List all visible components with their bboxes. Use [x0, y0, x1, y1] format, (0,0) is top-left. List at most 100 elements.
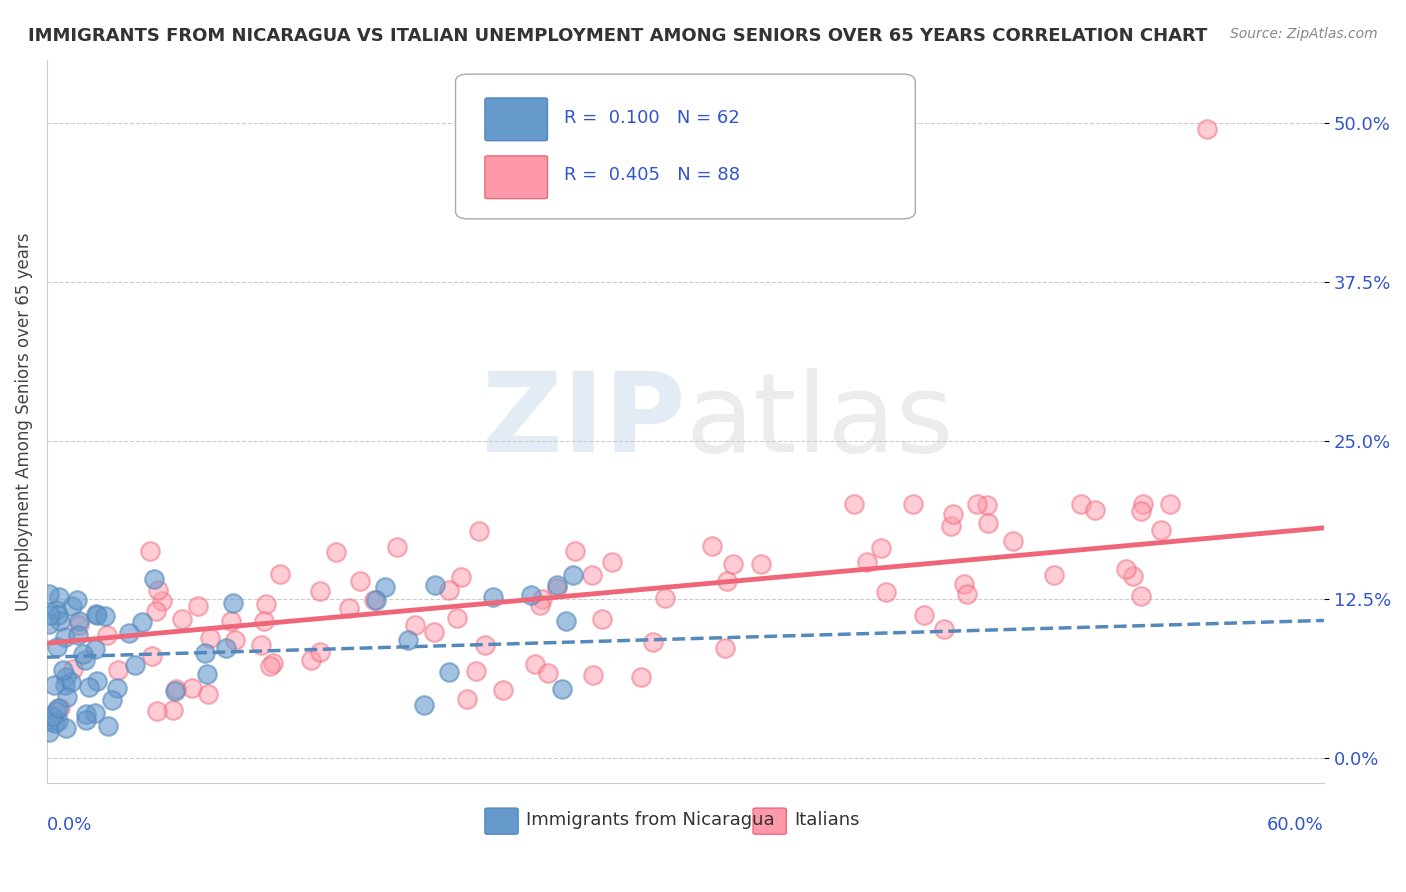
Italians — [309, 644, 332, 658]
Italians — [1150, 523, 1173, 537]
Immigrants from Nicaragua — [482, 590, 505, 604]
Immigrants from Nicaragua — [93, 608, 115, 623]
Italians — [749, 557, 772, 571]
Text: Immigrants from Nicaragua: Immigrants from Nicaragua — [526, 811, 775, 829]
Immigrants from Nicaragua — [194, 646, 217, 660]
Italians — [162, 702, 184, 716]
Italians — [492, 682, 515, 697]
Immigrants from Nicaragua — [86, 673, 108, 688]
Text: atlas: atlas — [685, 368, 953, 475]
Immigrants from Nicaragua — [52, 663, 75, 677]
FancyBboxPatch shape — [485, 156, 547, 199]
Italians — [423, 624, 446, 639]
Text: 60.0%: 60.0% — [1267, 816, 1324, 834]
Immigrants from Nicaragua — [555, 614, 578, 628]
Immigrants from Nicaragua — [374, 580, 396, 594]
Immigrants from Nicaragua — [163, 684, 186, 698]
Italians — [299, 652, 322, 666]
Immigrants from Nicaragua — [412, 698, 434, 712]
Immigrants from Nicaragua — [60, 675, 83, 690]
Italians — [309, 583, 332, 598]
Y-axis label: Unemployment Among Seniors over 65 years: Unemployment Among Seniors over 65 years — [15, 232, 32, 611]
Immigrants from Nicaragua — [44, 715, 66, 730]
Italians — [630, 670, 652, 684]
Italians — [582, 668, 605, 682]
Italians — [219, 614, 242, 628]
Italians — [1042, 568, 1064, 582]
Italians — [870, 541, 893, 556]
Immigrants from Nicaragua — [364, 592, 387, 607]
Italians — [385, 540, 408, 554]
Italians — [1132, 497, 1154, 511]
Italians — [564, 544, 586, 558]
Immigrants from Nicaragua — [66, 628, 89, 642]
Immigrants from Nicaragua — [86, 608, 108, 623]
Immigrants from Nicaragua — [42, 677, 65, 691]
Italians — [714, 641, 737, 656]
Italians — [901, 497, 924, 511]
Italians — [966, 497, 988, 511]
Immigrants from Nicaragua — [60, 599, 83, 613]
Immigrants from Nicaragua — [53, 678, 76, 692]
Italians — [600, 555, 623, 569]
Italians — [62, 662, 84, 676]
Text: Source: ZipAtlas.com: Source: ZipAtlas.com — [1230, 27, 1378, 41]
Text: R =  0.405   N = 88: R = 0.405 N = 88 — [564, 167, 740, 185]
Italians — [581, 568, 603, 582]
Immigrants from Nicaragua — [97, 719, 120, 733]
Italians — [1115, 562, 1137, 576]
Italians — [716, 574, 738, 589]
Immigrants from Nicaragua — [38, 616, 60, 631]
Italians — [224, 632, 246, 647]
Immigrants from Nicaragua — [66, 593, 89, 607]
Italians — [654, 591, 676, 606]
Italians — [456, 692, 478, 706]
Italians — [165, 681, 187, 696]
Italians — [530, 591, 553, 606]
Italians — [450, 570, 472, 584]
Immigrants from Nicaragua — [55, 690, 77, 705]
Italians — [934, 622, 956, 636]
Italians — [180, 681, 202, 696]
Italians — [363, 592, 385, 607]
Immigrants from Nicaragua — [39, 608, 62, 623]
Immigrants from Nicaragua — [105, 681, 128, 695]
Immigrants from Nicaragua — [75, 713, 97, 727]
Immigrants from Nicaragua — [520, 588, 543, 602]
FancyBboxPatch shape — [754, 808, 786, 834]
Immigrants from Nicaragua — [55, 671, 77, 685]
Italians — [67, 618, 90, 632]
Immigrants from Nicaragua — [48, 614, 70, 628]
Italians — [721, 557, 744, 571]
Italians — [977, 516, 1000, 530]
Immigrants from Nicaragua — [118, 626, 141, 640]
FancyBboxPatch shape — [485, 808, 517, 834]
Text: R =  0.100   N = 62: R = 0.100 N = 62 — [564, 109, 740, 127]
Italians — [138, 543, 160, 558]
Text: ZIP: ZIP — [482, 368, 685, 475]
Text: Italians: Italians — [794, 811, 859, 829]
Italians — [1159, 497, 1181, 511]
Italians — [259, 659, 281, 673]
Italians — [546, 582, 568, 596]
Italians — [254, 598, 277, 612]
Italians — [197, 687, 219, 701]
Immigrants from Nicaragua — [83, 706, 105, 720]
Immigrants from Nicaragua — [45, 640, 67, 654]
Italians — [262, 656, 284, 670]
Immigrants from Nicaragua — [76, 706, 98, 721]
Immigrants from Nicaragua — [53, 630, 76, 644]
Immigrants from Nicaragua — [75, 652, 97, 666]
Italians — [1084, 503, 1107, 517]
Italians — [976, 498, 998, 512]
Italians — [468, 524, 491, 538]
Italians — [437, 583, 460, 598]
Immigrants from Nicaragua — [67, 614, 90, 628]
Italians — [325, 545, 347, 559]
Italians — [875, 585, 897, 599]
Italians — [253, 615, 276, 629]
Immigrants from Nicaragua — [561, 568, 583, 582]
Immigrants from Nicaragua — [222, 596, 245, 610]
Immigrants from Nicaragua — [41, 709, 63, 723]
Italians — [1122, 569, 1144, 583]
